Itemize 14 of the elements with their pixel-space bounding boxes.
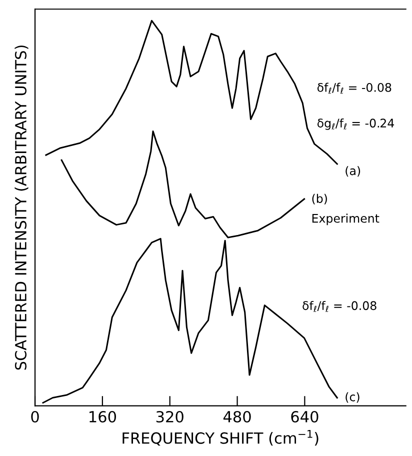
y-axis-title: SCATTERED INTENSITY (ARBITRARY UNITS): [14, 46, 28, 370]
annotation: δf$_{ℓ}$/f$_{ℓ}$ = -0.08: [317, 82, 392, 94]
annotation: δg$_{ℓ}$/f$_{ℓ}$ = -0.24: [317, 118, 394, 130]
annotation: Experiment: [312, 214, 380, 226]
annotation: (b): [312, 194, 327, 204]
annotation: (a): [346, 166, 360, 177]
annotation: δf$_{ℓ}$/f$_{ℓ}$ = -0.08: [302, 300, 376, 312]
x-tick-label: 0: [31, 410, 39, 423]
annotation: (c): [346, 392, 360, 403]
x-tick-label: 160: [90, 410, 116, 423]
x-axis-title: FREQUENCY SHIFT (cm$^{−1}$): [122, 430, 318, 446]
x-tick-label: 640: [291, 410, 318, 423]
x-tick-label: 480: [223, 410, 251, 423]
x-tick-label: 320: [156, 410, 184, 423]
